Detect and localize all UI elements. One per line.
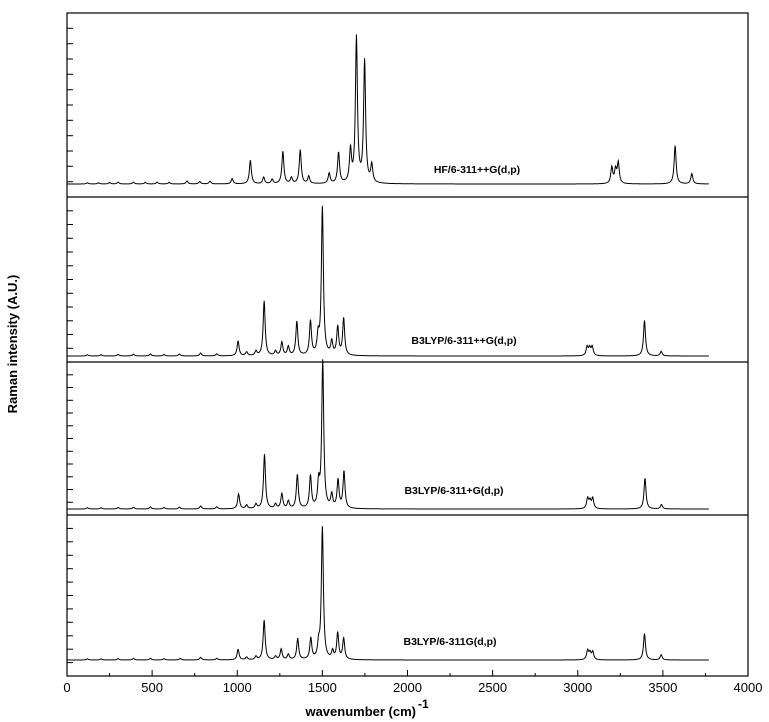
x-tick-label-3000: 3000 [563, 680, 592, 695]
series-label-4: B3LYP/6-311G(d,p) [404, 636, 497, 648]
spectrum-line-3 [67, 359, 709, 510]
x-tick-label-2000: 2000 [393, 680, 422, 695]
y-axis-label: Raman intensity (A.U.) [5, 275, 20, 414]
x-tick-label-500: 500 [141, 680, 163, 695]
x-tick-label-0: 0 [63, 680, 70, 695]
x-axis-label: wavenumber (cm) [304, 704, 416, 719]
spectrum-traces [67, 34, 709, 661]
series-labels: HF/6-311++G(d,p) B3LYP/6-311++G(d,p) B3LYP… [404, 164, 521, 648]
x-tick-label-2500: 2500 [478, 680, 507, 695]
x-tick-label-1500: 1500 [308, 680, 337, 695]
panel-dividers [67, 196, 748, 516]
y-axis-ticks [67, 27, 73, 664]
spectrum-line-2 [67, 205, 709, 357]
x-axis-label-superscript: -1 [418, 697, 429, 711]
x-tick-label-3500: 3500 [648, 680, 677, 695]
x-tick-label-4000: 4000 [734, 680, 763, 695]
spectrum-line-4 [67, 526, 709, 661]
series-label-2: B3LYP/6-311++G(d,p) [411, 335, 516, 347]
x-tick-label-1000: 1000 [223, 680, 252, 695]
series-label-3: B3LYP/6-311+G(d,p) [404, 485, 503, 497]
spectrum-line-1 [67, 34, 709, 185]
x-axis-ticks: 0 500 1000 1500 2000 2500 3000 3500 4000 [63, 670, 762, 695]
series-label-1: HF/6-311++G(d,p) [434, 164, 520, 176]
